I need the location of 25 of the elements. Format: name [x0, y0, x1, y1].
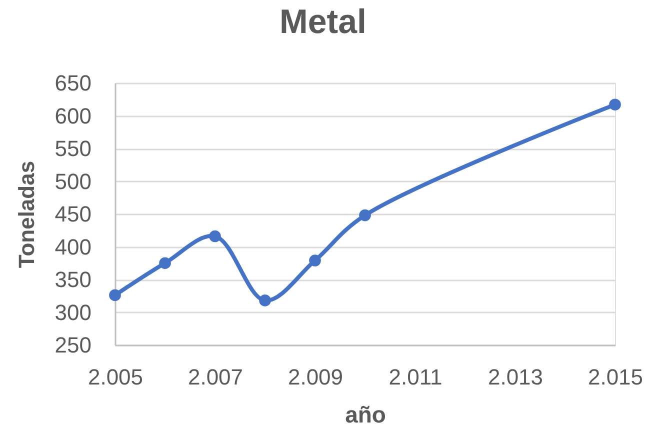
point: [609, 98, 621, 111]
x-tick-label: 2.007: [188, 364, 244, 390]
y-tick-label: 600: [54, 103, 92, 128]
x-tick-label: 2.015: [588, 364, 644, 390]
y-tick-label: 350: [54, 267, 92, 292]
y-tick-label: 250: [54, 332, 92, 358]
point: [259, 294, 271, 306]
chart-title: Metal: [280, 3, 366, 41]
x-axis-title: año: [345, 402, 386, 428]
x-tick-label: 2.011: [388, 364, 442, 390]
point: [109, 289, 121, 302]
x-tick-label: 2.005: [88, 364, 144, 390]
y-tick-label: 300: [54, 300, 92, 325]
point: [309, 254, 321, 266]
point: [209, 230, 221, 242]
y-tick-label: 400: [54, 234, 92, 260]
y-axis-title: Toneladas: [14, 160, 39, 268]
y-tick-label: 650: [54, 70, 92, 96]
point: [159, 257, 171, 270]
y-tick-label: 450: [54, 202, 92, 226]
y-tick-label: 500: [54, 168, 92, 194]
x-tick-label: 2.013: [488, 364, 544, 390]
x-tick-label: 2.009: [288, 364, 344, 390]
point: [359, 209, 371, 222]
y-tick-label: 550: [54, 136, 92, 161]
